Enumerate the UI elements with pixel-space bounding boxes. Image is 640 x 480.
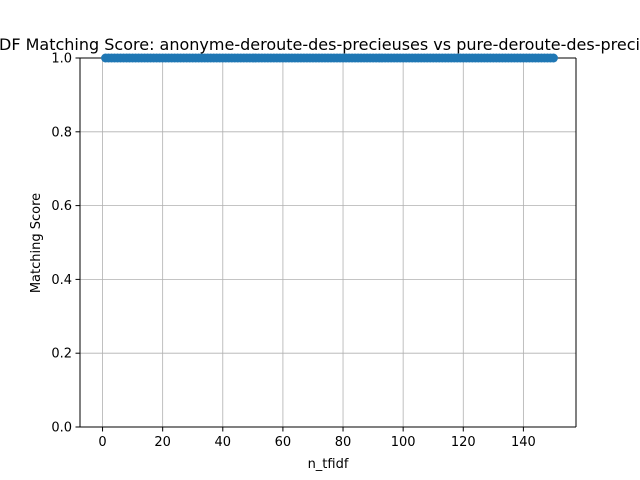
y-tick-label: 0.4 bbox=[51, 273, 72, 288]
y-tick-label: 0.8 bbox=[51, 125, 72, 140]
labels: TF-IDF Matching Score: anonyme-deroute-d… bbox=[0, 35, 640, 472]
x-tick-label: 20 bbox=[154, 435, 171, 450]
chart-title: TF-IDF Matching Score: anonyme-deroute-d… bbox=[0, 35, 640, 54]
x-tick-label: 120 bbox=[451, 435, 476, 450]
y-axis-label: Matching Score bbox=[29, 193, 44, 293]
y-tick-label: 0.0 bbox=[51, 421, 72, 436]
x-tick-label: 0 bbox=[98, 435, 106, 450]
data-points bbox=[101, 53, 558, 63]
y-tick-label: 0.2 bbox=[51, 347, 72, 362]
y-tick-label: 1.0 bbox=[51, 52, 72, 67]
x-tick-label: 80 bbox=[335, 435, 352, 450]
x-tick-label: 40 bbox=[215, 435, 232, 450]
x-axis-label: n_tfidf bbox=[308, 457, 349, 472]
x-tick-label: 140 bbox=[511, 435, 536, 450]
data-point bbox=[548, 53, 558, 63]
x-tick-label: 100 bbox=[391, 435, 416, 450]
y-tick-label: 0.6 bbox=[51, 199, 72, 214]
x-tick-label: 60 bbox=[275, 435, 292, 450]
